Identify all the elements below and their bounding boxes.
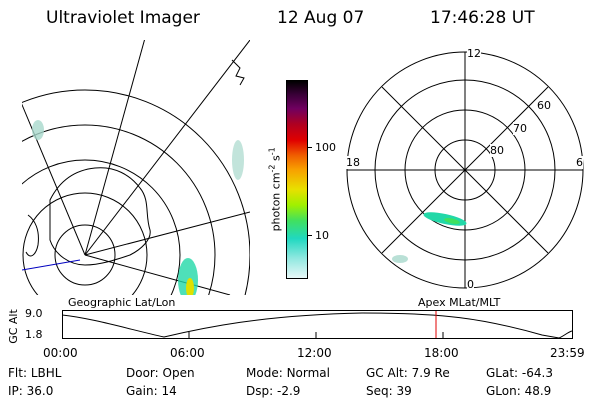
param-ip: IP: 36.0 (8, 384, 54, 398)
apex-label: Apex MLat/MLT (418, 296, 501, 309)
coastline (49, 167, 151, 266)
time-tick-label: 23:59 (550, 346, 585, 360)
altitude-strip (62, 310, 573, 339)
mlat-label: 80 (490, 144, 504, 157)
aurora-haze (232, 140, 244, 180)
lat-circle (22, 89, 250, 295)
date-label: 12 Aug 07 (277, 8, 365, 28)
lat-circle (54, 224, 116, 286)
lat-circle (22, 124, 216, 295)
aurora-core (186, 278, 194, 295)
meridian (84, 211, 250, 256)
colorbar-tick (307, 147, 312, 148)
aurora-haze (32, 120, 44, 140)
time-tick-label: 12:00 (297, 346, 332, 360)
mlat-label: 60 (537, 99, 551, 112)
altitude-tick-label: 9.0 (25, 307, 43, 320)
polar-mlt-plot (346, 51, 584, 289)
colorbar-tick-label: 100 (315, 141, 336, 154)
param-filter: Flt: LBHL (8, 366, 62, 380)
param-gc-alt: GC Alt: 7.9 Re (366, 366, 450, 380)
time-tick-label: 00:00 (43, 346, 78, 360)
lat-circle (22, 192, 148, 295)
altitude-curve (62, 312, 573, 339)
geographic-map (22, 40, 250, 295)
time-tick-label: 18:00 (424, 346, 459, 360)
satellite-track (22, 259, 81, 271)
aurora-oval-core (444, 218, 460, 224)
lat-circle (22, 159, 181, 295)
mlt-label-dusk: 18 (346, 156, 360, 169)
meridian (84, 40, 145, 256)
time-label: 17:46:28 UT (430, 8, 535, 28)
mlt-label-midnight: 0 (467, 278, 474, 291)
mlt-axis (381, 86, 549, 254)
meridian (22, 103, 86, 256)
aurora-haze (392, 255, 408, 263)
param-glon: GLon: 48.9 (486, 384, 552, 398)
geographic-label: Geographic Lat/Lon (68, 296, 176, 309)
colorbar-tick-label: 10 (315, 229, 329, 242)
colorbar-tick (307, 235, 312, 236)
mlt-label-noon: 12 (467, 47, 481, 60)
coastline (25, 214, 39, 257)
altitude-tick-label: 1.8 (25, 328, 43, 341)
mlt-label-dawn: 6 (576, 156, 583, 169)
colorbar (286, 80, 308, 279)
altitude-axis-label: GC Alt (6, 309, 20, 344)
param-mode: Mode: Normal (246, 366, 330, 380)
param-gain: Gain: 14 (126, 384, 177, 398)
coastline (231, 59, 245, 86)
mlat-label: 70 (513, 122, 527, 135)
colorbar-unit-label: photon cm-2 s-1 (267, 147, 283, 232)
meridian (84, 40, 250, 256)
param-dsp: Dsp: -2.9 (246, 384, 301, 398)
param-seq: Seq: 39 (366, 384, 412, 398)
param-door: Door: Open (126, 366, 195, 380)
param-glat: GLat: -64.3 (486, 366, 553, 380)
time-tick-label: 06:00 (170, 346, 205, 360)
instrument-title: Ultraviolet Imager (46, 8, 200, 28)
